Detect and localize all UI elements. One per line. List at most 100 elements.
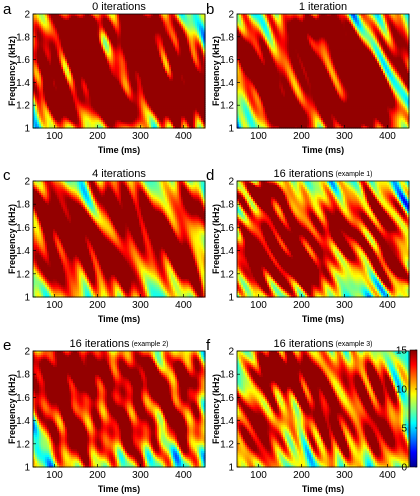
heatmap-cells: [33, 181, 206, 298]
x-tick-label: 200: [293, 300, 310, 311]
y-tick-label: 1.8: [16, 32, 30, 43]
y-tick-label: 1.6: [16, 223, 30, 234]
y-tick-label: 1.4: [220, 246, 234, 257]
y-axis-label: Frequency (kHz): [211, 374, 221, 444]
panel-title: 1 iteration: [299, 1, 347, 13]
x-tick-label: 300: [336, 470, 353, 481]
y-axis-label: Frequency (kHz): [211, 36, 221, 106]
y-tick-label: 1.4: [220, 416, 234, 427]
x-tick-label: 400: [175, 470, 192, 481]
panel-letter: d: [206, 167, 214, 184]
y-axis-label: Frequency (kHz): [7, 204, 17, 274]
y-tick-label: 1.8: [220, 370, 234, 381]
colorbar-tick-label: 15: [396, 346, 408, 357]
y-tick-label: 1: [24, 463, 30, 474]
colorbar-bar: [410, 350, 417, 467]
y-tick-label: 1.6: [16, 55, 30, 66]
y-tick-label: 1.4: [16, 78, 30, 89]
y-axis-label: Frequency (kHz): [211, 204, 221, 274]
panel-letter: b: [206, 1, 214, 18]
x-tick-label: 300: [132, 470, 149, 481]
x-tick-label: 300: [336, 131, 353, 142]
y-tick-label: 1.8: [16, 370, 30, 381]
x-axis-label: Time (ms): [302, 314, 344, 324]
y-axis-label: Frequency (kHz): [7, 36, 17, 106]
panel-d: 100 200 300 400 1 1.2 1.4 1.6 1.8 2 Time (ms) Frequ…: [206, 167, 410, 324]
x-axis-label: Time (ms): [302, 484, 344, 494]
panel-title: 16 iterations (example 2): [70, 338, 169, 350]
y-tick-label: 2: [228, 347, 234, 358]
x-tick-label: 200: [89, 470, 106, 481]
panel-b: 100 200 300 400 1 1.2 1.4 1.6 1.8 2 Time (ms) Frequ…: [206, 1, 410, 155]
x-tick-label: 400: [379, 300, 396, 311]
x-axis-label: Time (ms): [98, 314, 140, 324]
x-tick-label: 200: [293, 470, 310, 481]
panel-letter: c: [3, 167, 11, 184]
x-tick-label: 100: [250, 470, 267, 481]
panel-letter: f: [206, 337, 211, 354]
x-tick-label: 100: [250, 131, 267, 142]
x-tick-label: 200: [89, 300, 106, 311]
panel-title: 16 iterations (example 1): [274, 168, 373, 180]
x-tick-label: 100: [46, 131, 63, 142]
y-tick-label: 1.4: [220, 78, 234, 89]
y-tick-label: 1.8: [16, 200, 30, 211]
heatmap-cells: [33, 14, 206, 129]
x-axis-label: Time (ms): [302, 145, 344, 155]
panel-title: 16 iterations (example 3): [274, 338, 373, 350]
x-tick-label: 100: [46, 300, 63, 311]
x-tick-label: 100: [46, 470, 63, 481]
x-tick-label: 400: [379, 470, 396, 481]
y-tick-label: 1: [228, 124, 234, 135]
panel-letter: a: [3, 1, 12, 18]
y-tick-label: 1.6: [16, 393, 30, 404]
colorbar-tick-label: 10: [396, 385, 408, 396]
x-tick-label: 100: [250, 300, 267, 311]
y-tick-label: 1: [24, 293, 30, 304]
x-tick-label: 400: [175, 300, 192, 311]
x-axis-label: Time (ms): [98, 484, 140, 494]
x-axis-label: Time (ms): [98, 145, 140, 155]
x-tick-label: 400: [175, 131, 192, 142]
heatmap-cells: [33, 351, 206, 468]
y-tick-label: 1: [228, 293, 234, 304]
x-tick-label: 200: [89, 131, 106, 142]
y-tick-label: 1: [24, 124, 30, 135]
y-tick-label: 1.2: [220, 439, 234, 450]
y-tick-label: 1.2: [16, 439, 30, 450]
panel-title: 0 iterations: [92, 1, 146, 13]
heatmap-cells: [237, 351, 410, 468]
x-tick-label: 200: [293, 131, 310, 142]
y-tick-label: 1.6: [220, 223, 234, 234]
y-tick-label: 1.4: [16, 416, 30, 427]
colorbar-tick-label: 0: [401, 463, 407, 474]
y-tick-label: 1.4: [16, 246, 30, 257]
y-tick-label: 1.2: [220, 101, 234, 112]
colorbar-tick-label: 5: [401, 424, 407, 435]
y-tick-label: 1.2: [16, 269, 30, 280]
y-tick-label: 1.8: [220, 200, 234, 211]
y-tick-label: 2: [24, 347, 30, 358]
y-tick-label: 1.2: [220, 269, 234, 280]
y-tick-label: 1.6: [220, 55, 234, 66]
y-axis-label: Frequency (kHz): [7, 374, 17, 444]
panel-subtitle: (example 1): [335, 171, 372, 178]
y-tick-label: 1.6: [220, 393, 234, 404]
x-tick-label: 300: [132, 131, 149, 142]
y-tick-label: 2: [228, 10, 234, 21]
panel-e: 100 200 300 400 1 1.2 1.4 1.6 1.8 2 Time (ms) Frequ…: [3, 337, 206, 494]
x-tick-label: 300: [336, 300, 353, 311]
heatmap-cells: [237, 14, 410, 129]
y-tick-label: 2: [228, 177, 234, 188]
y-tick-label: 2: [24, 177, 30, 188]
y-tick-label: 1.8: [220, 32, 234, 43]
panel-letter: e: [3, 337, 11, 354]
panel-title: 4 iterations: [92, 168, 146, 180]
x-tick-label: 400: [379, 131, 396, 142]
heatmap-cells: [237, 181, 410, 298]
